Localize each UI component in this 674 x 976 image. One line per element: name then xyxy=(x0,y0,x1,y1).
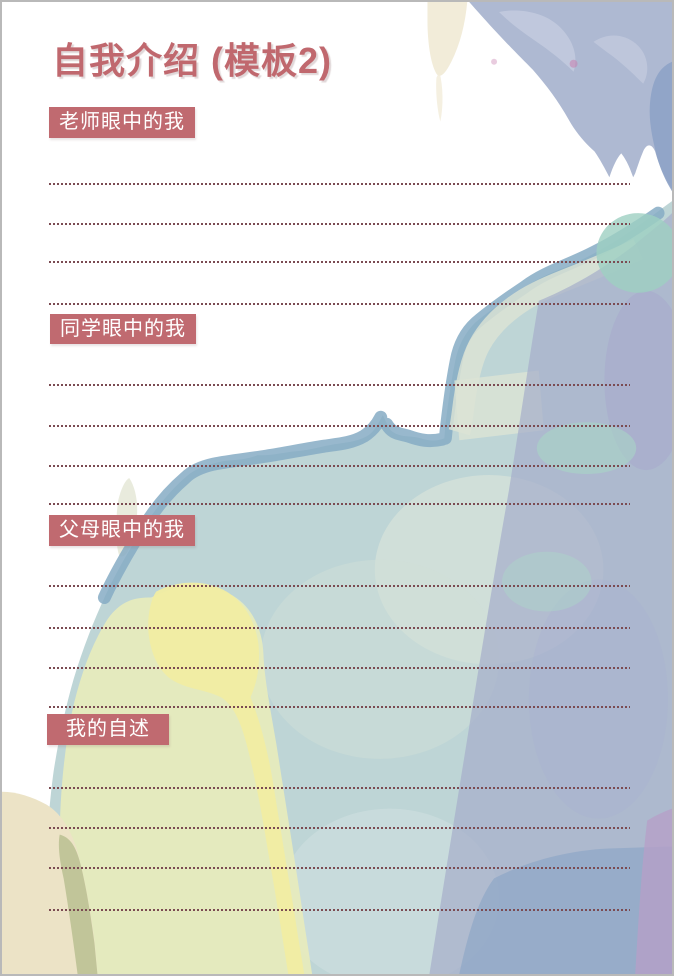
dotted-writing-line xyxy=(49,627,630,629)
dotted-writing-line xyxy=(49,183,630,185)
dotted-writing-line xyxy=(49,503,630,505)
section-header-classmates: 同学眼中的我 xyxy=(50,314,196,344)
watercolor-yellow-blob xyxy=(148,582,305,974)
dotted-writing-line xyxy=(49,223,630,225)
section-header-parents: 父母眼中的我 xyxy=(49,515,195,546)
dotted-writing-line xyxy=(49,303,630,305)
dotted-writing-line xyxy=(49,706,630,708)
watercolor-periwinkle-band xyxy=(429,213,672,974)
watercolor-violet-strip xyxy=(635,808,672,974)
dotted-writing-line xyxy=(49,909,630,911)
dotted-writing-line xyxy=(49,787,630,789)
section-header-self: 我的自述 xyxy=(47,714,169,745)
dotted-writing-line xyxy=(49,667,630,669)
dotted-writing-line xyxy=(49,384,630,386)
section-header-teacher: 老师眼中的我 xyxy=(49,107,195,138)
dotted-writing-line xyxy=(49,827,630,829)
dotted-writing-line xyxy=(49,465,630,467)
watercolor-cream-blob xyxy=(427,2,468,76)
watercolor-top-right-blob xyxy=(469,2,672,190)
dotted-writing-line xyxy=(49,585,630,587)
dotted-writing-line xyxy=(49,867,630,869)
dotted-writing-line xyxy=(49,425,630,427)
dotted-writing-line xyxy=(49,261,630,263)
page-title: 自我介绍 (模板2) xyxy=(52,40,333,81)
